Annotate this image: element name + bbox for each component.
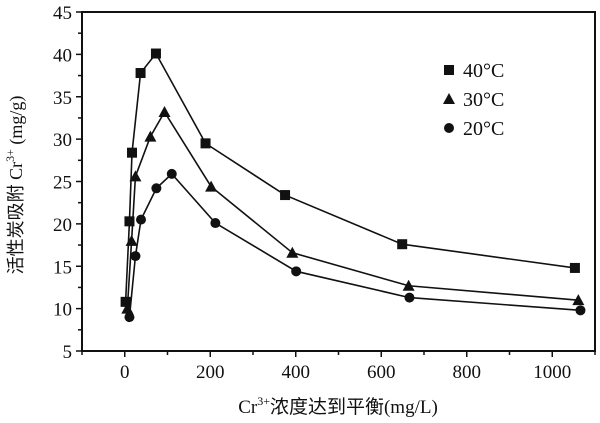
- legend-marker-square: [444, 65, 454, 75]
- data-point-triangle: [205, 180, 218, 192]
- data-point-square: [120, 296, 131, 307]
- data-point-triangle: [286, 246, 299, 258]
- y-tick-label: 10: [53, 300, 72, 321]
- data-point-circle: [210, 218, 221, 229]
- x-tick-label: 600: [367, 362, 396, 383]
- x-label-rest: 浓度达到平衡(mg/L): [270, 396, 438, 418]
- data-point-triangle: [144, 130, 157, 142]
- x-tick-label: 400: [282, 362, 311, 383]
- series-line-2: [128, 172, 581, 318]
- series-line-1: [126, 110, 579, 309]
- data-point-square: [200, 138, 211, 149]
- data-point-square: [569, 262, 580, 273]
- series-line-0: [124, 52, 576, 302]
- x-tick-label: 0: [120, 362, 130, 383]
- x-axis-label: Cr3+浓度达到平衡(mg/L): [238, 394, 438, 418]
- data-point-circle: [151, 183, 162, 194]
- y-label-rest: (mg/g): [6, 96, 27, 150]
- y-tick-label: 40: [53, 45, 72, 66]
- plot-frame: [81, 11, 596, 352]
- data-point-circle: [575, 305, 586, 316]
- y-tick-label: 35: [53, 88, 72, 109]
- data-point-circle: [404, 292, 415, 303]
- data-point-square: [280, 190, 291, 201]
- y-label-sup: 3+: [3, 149, 17, 162]
- y-tick-label: 45: [53, 3, 72, 24]
- data-point-square: [127, 147, 138, 158]
- legend-marker-triangle: [443, 93, 455, 104]
- x-label-base: Cr: [238, 397, 258, 418]
- y-tick-label: 25: [53, 173, 72, 194]
- y-tick-label: 15: [53, 257, 72, 278]
- data-point-triangle: [158, 106, 171, 118]
- legend-label: 20°C: [463, 118, 504, 140]
- data-point-circle: [135, 214, 146, 225]
- y-tick-label: 20: [53, 215, 72, 236]
- data-point-triangle: [402, 279, 415, 291]
- data-point-circle: [291, 266, 302, 277]
- data-point-circle: [166, 168, 177, 179]
- data-point-square: [397, 239, 408, 250]
- data-point-square: [124, 216, 135, 227]
- data-point-triangle: [129, 170, 142, 182]
- x-tick-label: 1000: [533, 362, 571, 383]
- x-tick-label: 200: [196, 362, 225, 383]
- legend-marker-circle: [444, 123, 454, 133]
- legend-label: 30°C: [463, 89, 504, 111]
- data-point-circle: [130, 251, 141, 262]
- legend-label: 40°C: [463, 60, 504, 82]
- y-label-pre: 活性炭吸附 Cr: [6, 162, 26, 275]
- x-tick-label: 800: [453, 362, 482, 383]
- data-point-triangle: [572, 294, 585, 306]
- y-axis-label: 活性炭吸附 Cr3+ (mg/g): [3, 96, 27, 275]
- data-point-square: [150, 48, 161, 59]
- y-tick-label: 30: [53, 130, 72, 151]
- data-point-triangle: [125, 234, 138, 246]
- data-point-square: [135, 68, 146, 79]
- x-label-sup: 3+: [257, 394, 270, 408]
- y-tick-label: 5: [63, 342, 73, 363]
- data-point-circle: [124, 312, 135, 323]
